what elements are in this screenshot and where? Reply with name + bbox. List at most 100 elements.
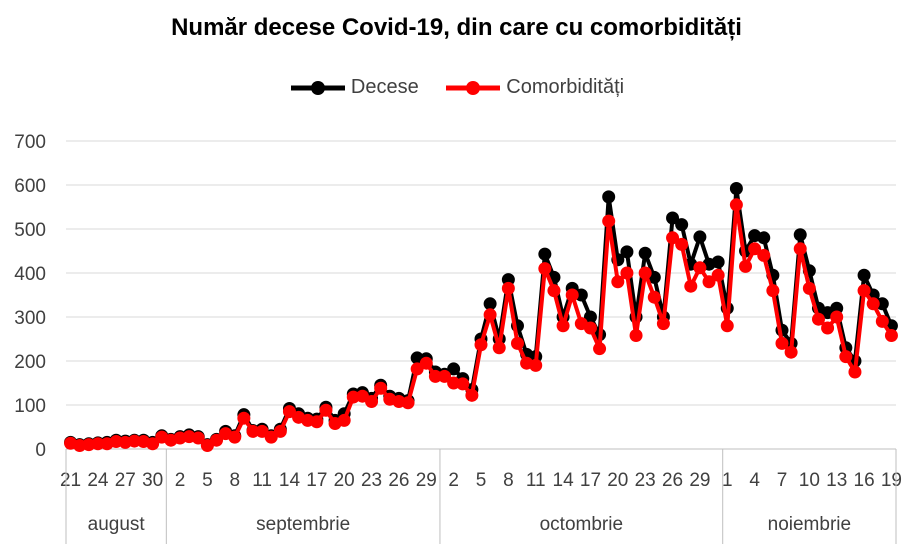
data-point-comorbiditati [510,336,524,350]
data-point-decese [602,190,616,204]
legend-marker-decese [290,80,345,95]
data-point-comorbiditati [729,198,743,212]
month-label: august [88,514,146,535]
data-point-decese [757,231,771,245]
x-tick-label: 2 [448,470,459,491]
x-tick-label: 30 [142,470,163,491]
data-point-decese [693,230,707,244]
data-point-comorbiditati [273,424,287,438]
data-point-decese [620,245,634,259]
x-tick-label: 8 [503,470,514,491]
data-point-comorbiditati [775,336,789,350]
data-point-decese [583,310,597,324]
data-point-decese [638,246,652,260]
data-point-comorbiditati [629,328,643,342]
data-point-comorbiditati [693,261,707,275]
data-point-comorbiditati [228,430,242,444]
data-point-comorbiditati [191,431,205,445]
legend-label-decese: Decese [350,76,419,98]
x-tick-label: 23 [635,470,656,491]
y-tick-label: 200 [14,352,46,373]
data-point-comorbiditati [538,262,552,276]
data-point-comorbiditati [793,242,807,256]
x-tick-label: 11 [526,470,546,491]
data-point-comorbiditati [438,369,452,383]
x-tick-label: 4 [749,470,760,491]
data-point-comorbiditati [419,356,433,370]
data-point-comorbiditati [875,314,889,328]
x-tick-label: 26 [388,470,409,491]
data-point-comorbiditati [620,266,634,280]
x-tick-label: 29 [416,470,437,491]
data-point-comorbiditati [565,288,579,302]
data-point-comorbiditati [656,317,670,331]
data-point-decese [574,288,588,302]
chart-title: Număr decese Covid-19, din care cu comor… [171,14,742,41]
x-tick-label: 11 [252,470,272,491]
data-point-comorbiditati [602,214,616,228]
x-tick-label: 7 [777,470,788,491]
y-tick-label: 300 [14,308,46,329]
x-tick-label: 5 [476,470,487,491]
x-tick-label: 26 [662,470,683,491]
data-point-comorbiditati [720,319,734,333]
data-point-comorbiditati [811,312,825,326]
data-point-comorbiditati [866,297,880,311]
legend-item-decese: Decese [289,76,419,99]
data-point-decese [711,255,725,269]
data-point-decese [857,268,871,282]
data-point-comorbiditati [456,377,470,391]
data-point-comorbiditati [884,328,898,342]
data-point-decese [675,218,689,232]
data-point-comorbiditati [310,415,324,429]
x-tick-label: 23 [361,470,382,491]
y-tick-label: 600 [14,176,46,197]
y-tick-label: 700 [14,132,46,153]
data-point-comorbiditati [702,275,716,289]
data-point-comorbiditati [766,284,780,298]
data-point-comorbiditati [839,350,853,364]
x-tick-label: 2 [175,470,186,491]
x-tick-label: 21 [60,470,81,491]
data-point-comorbiditati [365,394,379,408]
data-point-comorbiditati [784,345,798,359]
x-tick-label: 17 [306,470,327,491]
month-label: noiembrie [768,514,851,535]
data-point-comorbiditati [593,342,607,356]
y-tick-label: 400 [14,264,46,285]
x-tick-label: 27 [115,470,136,491]
data-point-decese [793,228,807,242]
data-point-comorbiditati [556,319,570,333]
x-tick-label: 1 [722,470,733,491]
legend-label-comorbiditati: Comorbidități [506,76,625,98]
data-point-comorbiditati [711,268,725,282]
data-point-comorbiditati [739,259,753,273]
x-tick-label: 14 [553,470,575,491]
data-point-comorbiditati [319,403,333,417]
data-point-decese [538,247,552,261]
x-tick-label: 29 [689,470,710,491]
x-tick-label: 8 [229,470,240,491]
data-point-decese [447,362,461,376]
data-point-comorbiditati [401,396,415,410]
legend-item-comorbiditati: Comorbidități [444,76,624,99]
data-point-comorbiditati [529,358,543,372]
data-point-comorbiditati [246,424,260,438]
month-label: septembrie [256,514,350,535]
legend-marker-comorbiditati [446,80,501,95]
data-point-comorbiditati [666,231,680,245]
y-tick-label: 500 [14,220,46,241]
data-point-decese [875,297,889,311]
data-point-comorbiditati [848,365,862,379]
data-point-decese [729,182,743,196]
x-tick-label: 13 [826,470,847,491]
x-tick-label: 20 [334,470,355,491]
data-point-comorbiditati [802,281,816,295]
data-point-comorbiditati [474,338,488,352]
data-point-comorbiditati [830,310,844,324]
data-point-comorbiditati [684,279,698,293]
data-point-comorbiditati [91,437,105,451]
x-tick-label: 19 [881,470,902,491]
data-point-comorbiditati [638,266,652,280]
